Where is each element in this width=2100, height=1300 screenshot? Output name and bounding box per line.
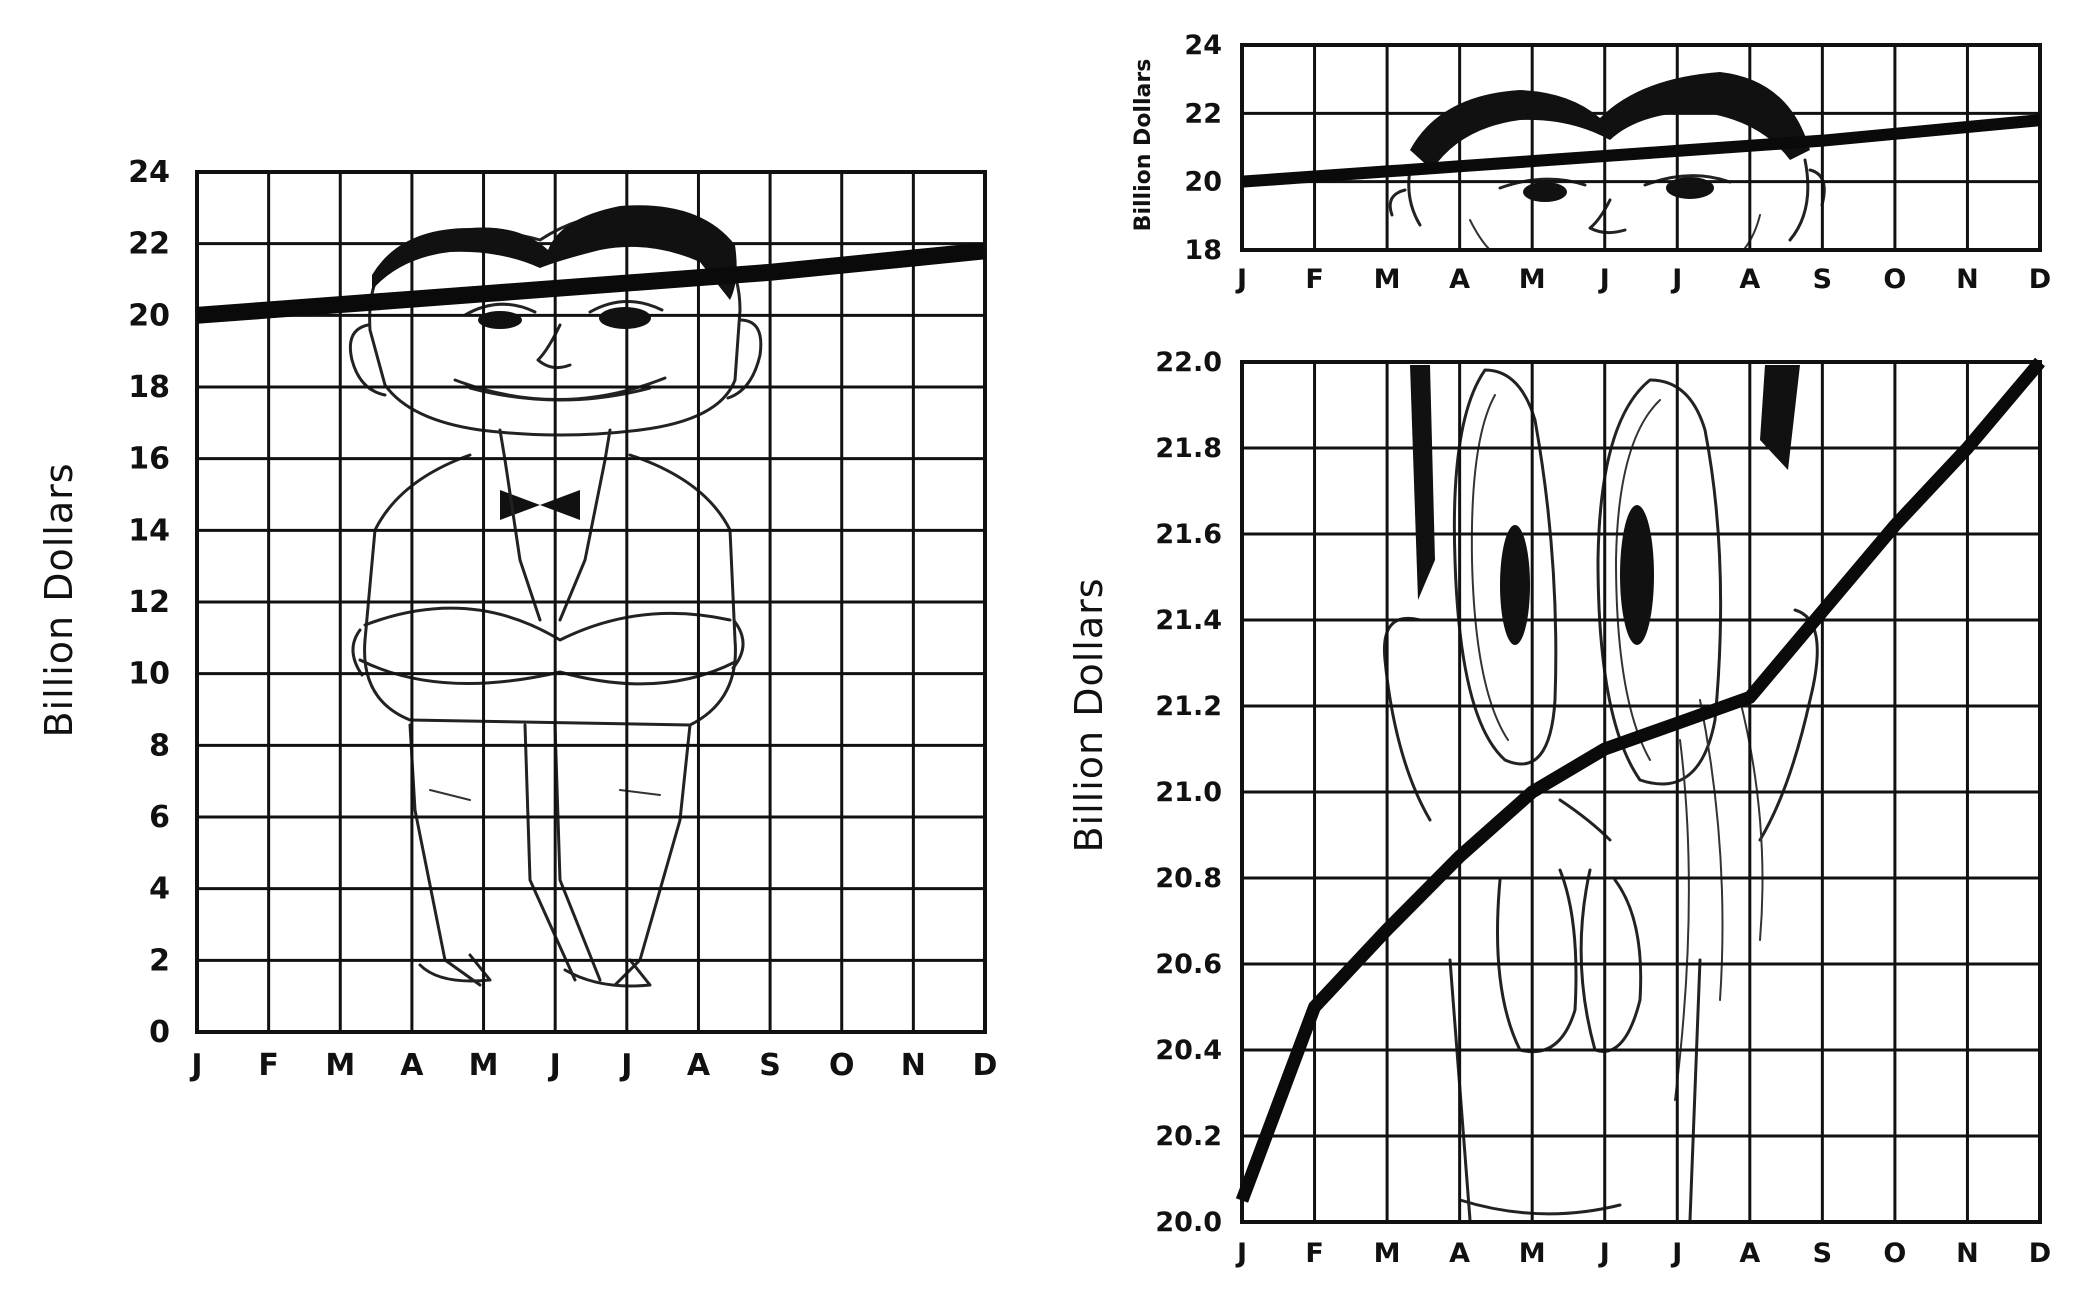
x-tick-label: J (1670, 1238, 1682, 1269)
y-tick-label: 20 (128, 298, 170, 333)
chart-bottom-right: 20.0 20.2 20.4 20.6 20.8 21.0 21.2 21.4 21.6 21.8… (1067, 347, 2051, 1269)
x-tick-label: O (1883, 264, 1906, 295)
y-tick-label: 21.0 (1155, 777, 1222, 808)
y-tick-label: 22 (1184, 98, 1222, 129)
x-tick-label: O (829, 1048, 855, 1083)
x-tick-label: N (1956, 1238, 1979, 1269)
x-tick-label: J (189, 1048, 202, 1083)
y-tick-label: 20 (1184, 167, 1222, 198)
x-tick-label: M (1519, 1238, 1546, 1269)
y-tick-label: 14 (128, 513, 170, 548)
x-tick-label: F (258, 1048, 279, 1083)
x-tick-label: A (687, 1048, 711, 1083)
y-tick-label: 21.8 (1155, 433, 1222, 464)
x-tick-label: A (1739, 264, 1760, 295)
y-tick-label: 16 (128, 442, 170, 477)
y-tick-label: 20.8 (1155, 863, 1222, 894)
x-tick-label: J (619, 1048, 632, 1083)
x-tick-label: D (2029, 264, 2051, 295)
x-tick-label: M (1374, 264, 1401, 295)
y-tick-label: 18 (128, 370, 170, 405)
y-tick-label: 24 (1184, 30, 1222, 61)
x-tick-label: J (548, 1048, 561, 1083)
x-tick-label: J (1670, 264, 1682, 295)
x-tick-label: M (469, 1048, 499, 1083)
x-tick-label: M (325, 1048, 355, 1083)
y-tick-label: 10 (128, 657, 170, 692)
x-tick-label: F (1305, 1238, 1323, 1269)
x-tick-label: M (1374, 1238, 1401, 1269)
x-tick-label: F (1305, 264, 1323, 295)
chart-top-right: 18 20 22 24 J F M A M J J A S O N D Billion Dollars (1131, 30, 2051, 295)
y-tick-label: 0 (149, 1015, 170, 1050)
x-tick-label: J (1235, 264, 1247, 295)
x-tick-label: A (1449, 1238, 1470, 1269)
y-tick-label: 21.4 (1155, 605, 1222, 636)
y-tick-label: 18 (1184, 235, 1222, 266)
series-line (196, 242, 986, 324)
x-tick-label: A (400, 1048, 424, 1083)
y-tick-label: 20.4 (1155, 1035, 1222, 1066)
y-tick-label: 21.2 (1155, 691, 1222, 722)
x-tick-label: N (1956, 264, 1979, 295)
x-tick-label: S (1813, 264, 1832, 295)
y-tick-label: 12 (128, 585, 170, 620)
y-axis-label: Billion Dollars (1131, 59, 1156, 232)
x-tick-label: D (2029, 1238, 2051, 1269)
y-tick-label: 22.0 (1155, 347, 1222, 378)
y-tick-label: 24 (128, 155, 170, 190)
y-tick-label: 20.2 (1155, 1121, 1222, 1152)
y-tick-label: 8 (149, 728, 170, 763)
x-tick-label: A (1739, 1238, 1760, 1269)
y-tick-label: 2 (149, 943, 170, 978)
x-tick-label: J (1598, 264, 1610, 295)
plot-frame (1240, 43, 2042, 252)
x-tick-label: O (1883, 1238, 1906, 1269)
y-tick-label: 22 (128, 227, 170, 262)
x-tick-label: N (901, 1048, 926, 1083)
x-tick-label: S (759, 1048, 781, 1083)
y-tick-label: 6 (149, 800, 170, 835)
y-tick-label: 4 (149, 872, 170, 907)
x-tick-label: J (1598, 1238, 1610, 1269)
x-tick-label: S (1813, 1238, 1832, 1269)
y-tick-label: 20.0 (1155, 1207, 1222, 1238)
x-tick-label: A (1449, 264, 1470, 295)
x-tick-label: D (973, 1048, 998, 1083)
plot-frame (1240, 360, 2042, 1224)
x-tick-label: J (1235, 1238, 1247, 1269)
y-axis-label: Billion Dollars (37, 462, 81, 737)
y-axis-label: Billion Dollars (1067, 577, 1111, 852)
y-tick-label: 20.6 (1155, 949, 1222, 980)
plot-frame (195, 170, 987, 1034)
series-line (1235, 357, 2045, 1203)
y-tick-label: 21.6 (1155, 519, 1222, 550)
x-tick-label: M (1519, 264, 1546, 295)
series-line (1241, 114, 2041, 188)
